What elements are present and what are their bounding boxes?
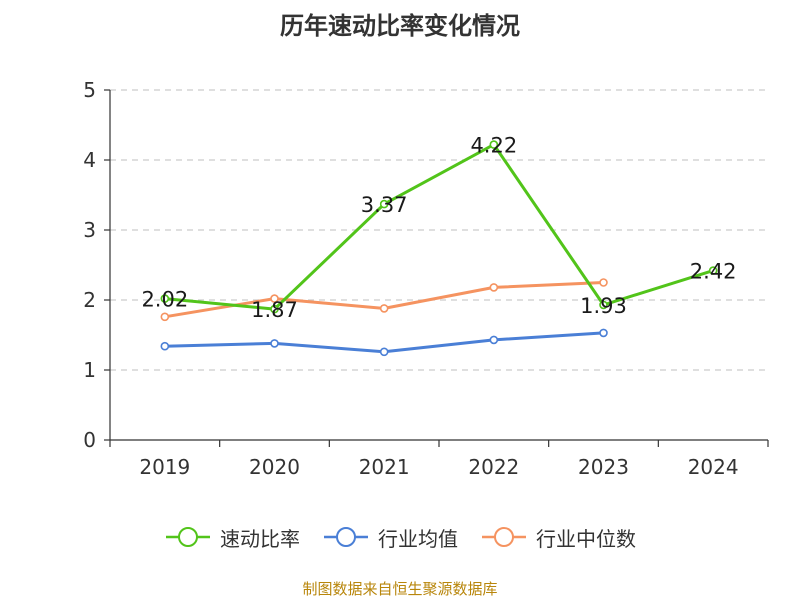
- legend-marker: [178, 527, 198, 547]
- data-point: [160, 341, 170, 351]
- data-label: 3.37: [361, 193, 408, 217]
- data-point: [379, 304, 389, 313]
- legend-swatch: [166, 527, 210, 547]
- x-tick-label: 2019: [139, 455, 190, 479]
- legend-marker: [494, 527, 514, 547]
- legend-swatch: [482, 527, 526, 547]
- data-label: 2.42: [690, 260, 737, 284]
- chart-legend: 速动比率 行业均值 行业中位数: [0, 520, 800, 554]
- data-point: [599, 328, 608, 338]
- y-tick-label: 5: [83, 78, 96, 102]
- x-tick-label: 2020: [249, 455, 300, 479]
- data-point: [599, 300, 608, 310]
- data-point: [379, 199, 389, 209]
- data-point: [270, 294, 279, 303]
- data-point: [160, 312, 170, 322]
- source-note: 制图数据来自恒生聚源数据库: [302, 580, 498, 598]
- y-tick-label: 0: [83, 428, 96, 452]
- data-label: 1.87: [251, 298, 298, 322]
- data-point: [489, 140, 499, 149]
- legend-label: 行业中位数: [536, 526, 636, 551]
- data-point: [708, 266, 718, 275]
- series-line: [164, 143, 714, 311]
- legend-label: 行业均值: [378, 526, 458, 551]
- data-point: [489, 335, 499, 345]
- data-label: 4.22: [470, 134, 517, 158]
- y-tick-label: 3: [83, 218, 96, 242]
- x-tick-label: 2024: [688, 455, 739, 479]
- legend-swatch: [324, 527, 368, 547]
- data-point: [489, 283, 499, 292]
- legend-label: 速动比率: [220, 526, 300, 551]
- data-label: 1.93: [580, 294, 627, 318]
- data-point: [160, 294, 170, 303]
- x-tick-label: 2022: [468, 455, 519, 479]
- data-label: 2.02: [141, 288, 188, 312]
- legend-marker: [336, 527, 356, 547]
- chart-title: 历年速动比率变化情况: [280, 12, 520, 40]
- x-tick-label: 2021: [359, 455, 410, 479]
- data-point: [599, 278, 608, 287]
- y-tick-label: 1: [83, 358, 96, 382]
- y-tick-label: 4: [83, 148, 96, 172]
- data-point: [379, 347, 389, 357]
- legend-item[interactable]: 行业中位数: [480, 523, 636, 552]
- legend-item[interactable]: 行业均值: [322, 523, 458, 552]
- legend-item[interactable]: 速动比率: [164, 523, 300, 552]
- data-point: [270, 339, 279, 348]
- x-tick-label: 2023: [578, 455, 629, 479]
- data-point: [270, 304, 279, 314]
- y-tick-label: 2: [83, 288, 96, 312]
